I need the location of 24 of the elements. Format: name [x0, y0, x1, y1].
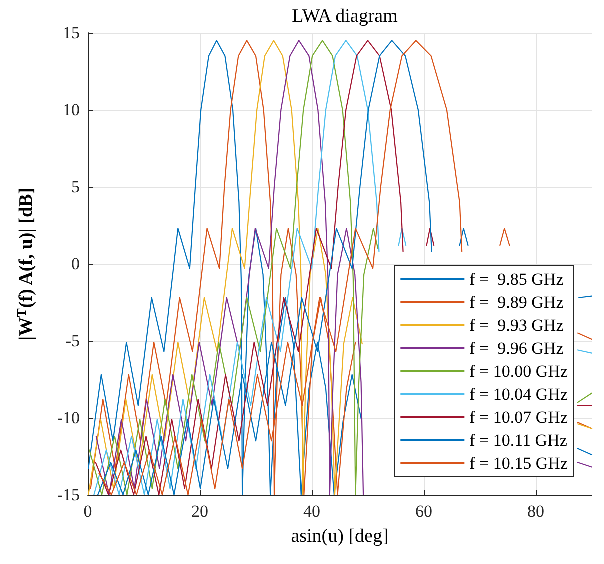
y-tick-label: -10 [57, 408, 80, 428]
legend-label: f = 9.89 GHz [470, 293, 564, 312]
legend-label: f = 10.04 GHz [470, 385, 568, 404]
x-tick-label: 80 [528, 502, 544, 521]
legend-label: f = 9.93 GHz [470, 316, 564, 335]
legend-label: f = 10.15 GHz [470, 454, 568, 473]
y-tick-label: 5 [72, 178, 80, 196]
y-tick-label: -15 [57, 486, 80, 504]
y-tick-label: -5 [66, 332, 80, 350]
x-tick-label: 60 [416, 502, 432, 521]
legend-label: f = 10.07 GHz [470, 408, 568, 427]
legend-label: f = 9.85 GHz [470, 270, 564, 289]
y-tick-label: 10 [63, 100, 80, 120]
chart-title: LWA diagram [292, 6, 398, 27]
y-tick-label: 0 [72, 254, 80, 274]
x-tick-label: 40 [304, 502, 320, 521]
x-axis-title: asin(u) [deg] [291, 526, 389, 547]
y-axis-title: |WT(f) A(f, u)| [dB] [14, 188, 37, 341]
legend-label: f = 10.11 GHz [470, 431, 568, 450]
y-tick-label: 15 [63, 24, 80, 42]
x-tick-label: 0 [84, 502, 92, 521]
x-tick-label: 20 [192, 502, 208, 521]
legend-label: f = 10.00 GHz [470, 362, 568, 381]
legend-label: f = 9.96 GHz [470, 339, 564, 358]
